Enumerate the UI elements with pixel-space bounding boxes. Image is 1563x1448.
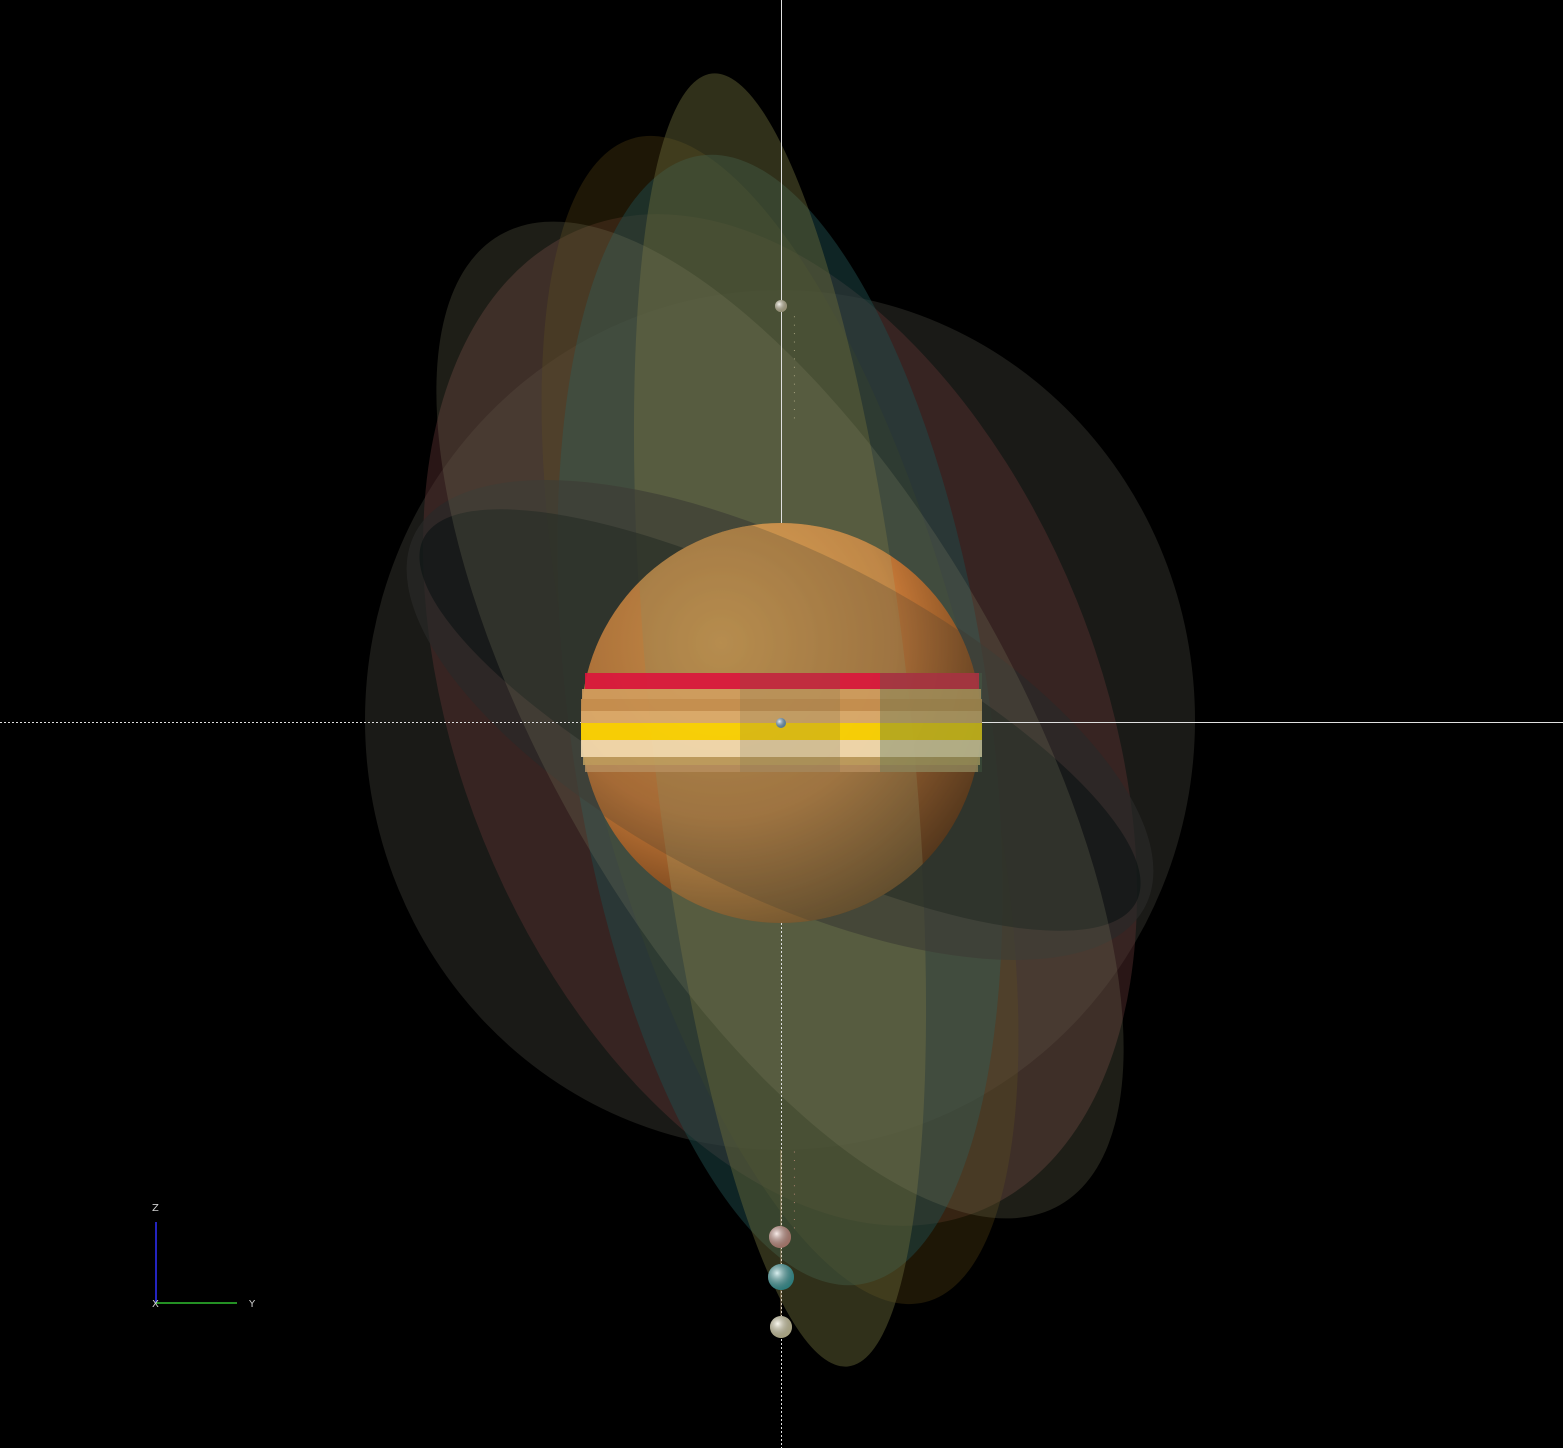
band-cream [581, 740, 982, 757]
equatorial-bands [581, 673, 982, 772]
band-crimson [585, 673, 979, 689]
band-tan-lower [585, 765, 978, 772]
top-moon[interactable] [775, 300, 787, 312]
top-moon-label: · · · · · · · · · · · · · [791, 315, 799, 420]
band-tan [582, 689, 981, 699]
y-axis-label: Y [248, 1299, 256, 1310]
center-moon[interactable] [776, 718, 786, 728]
band-sand [581, 699, 982, 711]
band-light [581, 711, 982, 723]
axis-gizmo: Z X Y [152, 1203, 256, 1310]
lower-moon-label: · · · · · · · · · · [791, 1150, 799, 1230]
pink-moon[interactable] [769, 1226, 791, 1248]
band-yellow [581, 723, 982, 740]
band-olive [583, 757, 980, 765]
z-axis-label: Z [152, 1203, 159, 1214]
cream-moon[interactable] [770, 1316, 792, 1338]
moons: · · · · · · · · · · · · · · · · · · · · … [768, 300, 799, 1338]
teal-moon[interactable] [768, 1264, 794, 1290]
x-axis-label: X [152, 1299, 159, 1310]
